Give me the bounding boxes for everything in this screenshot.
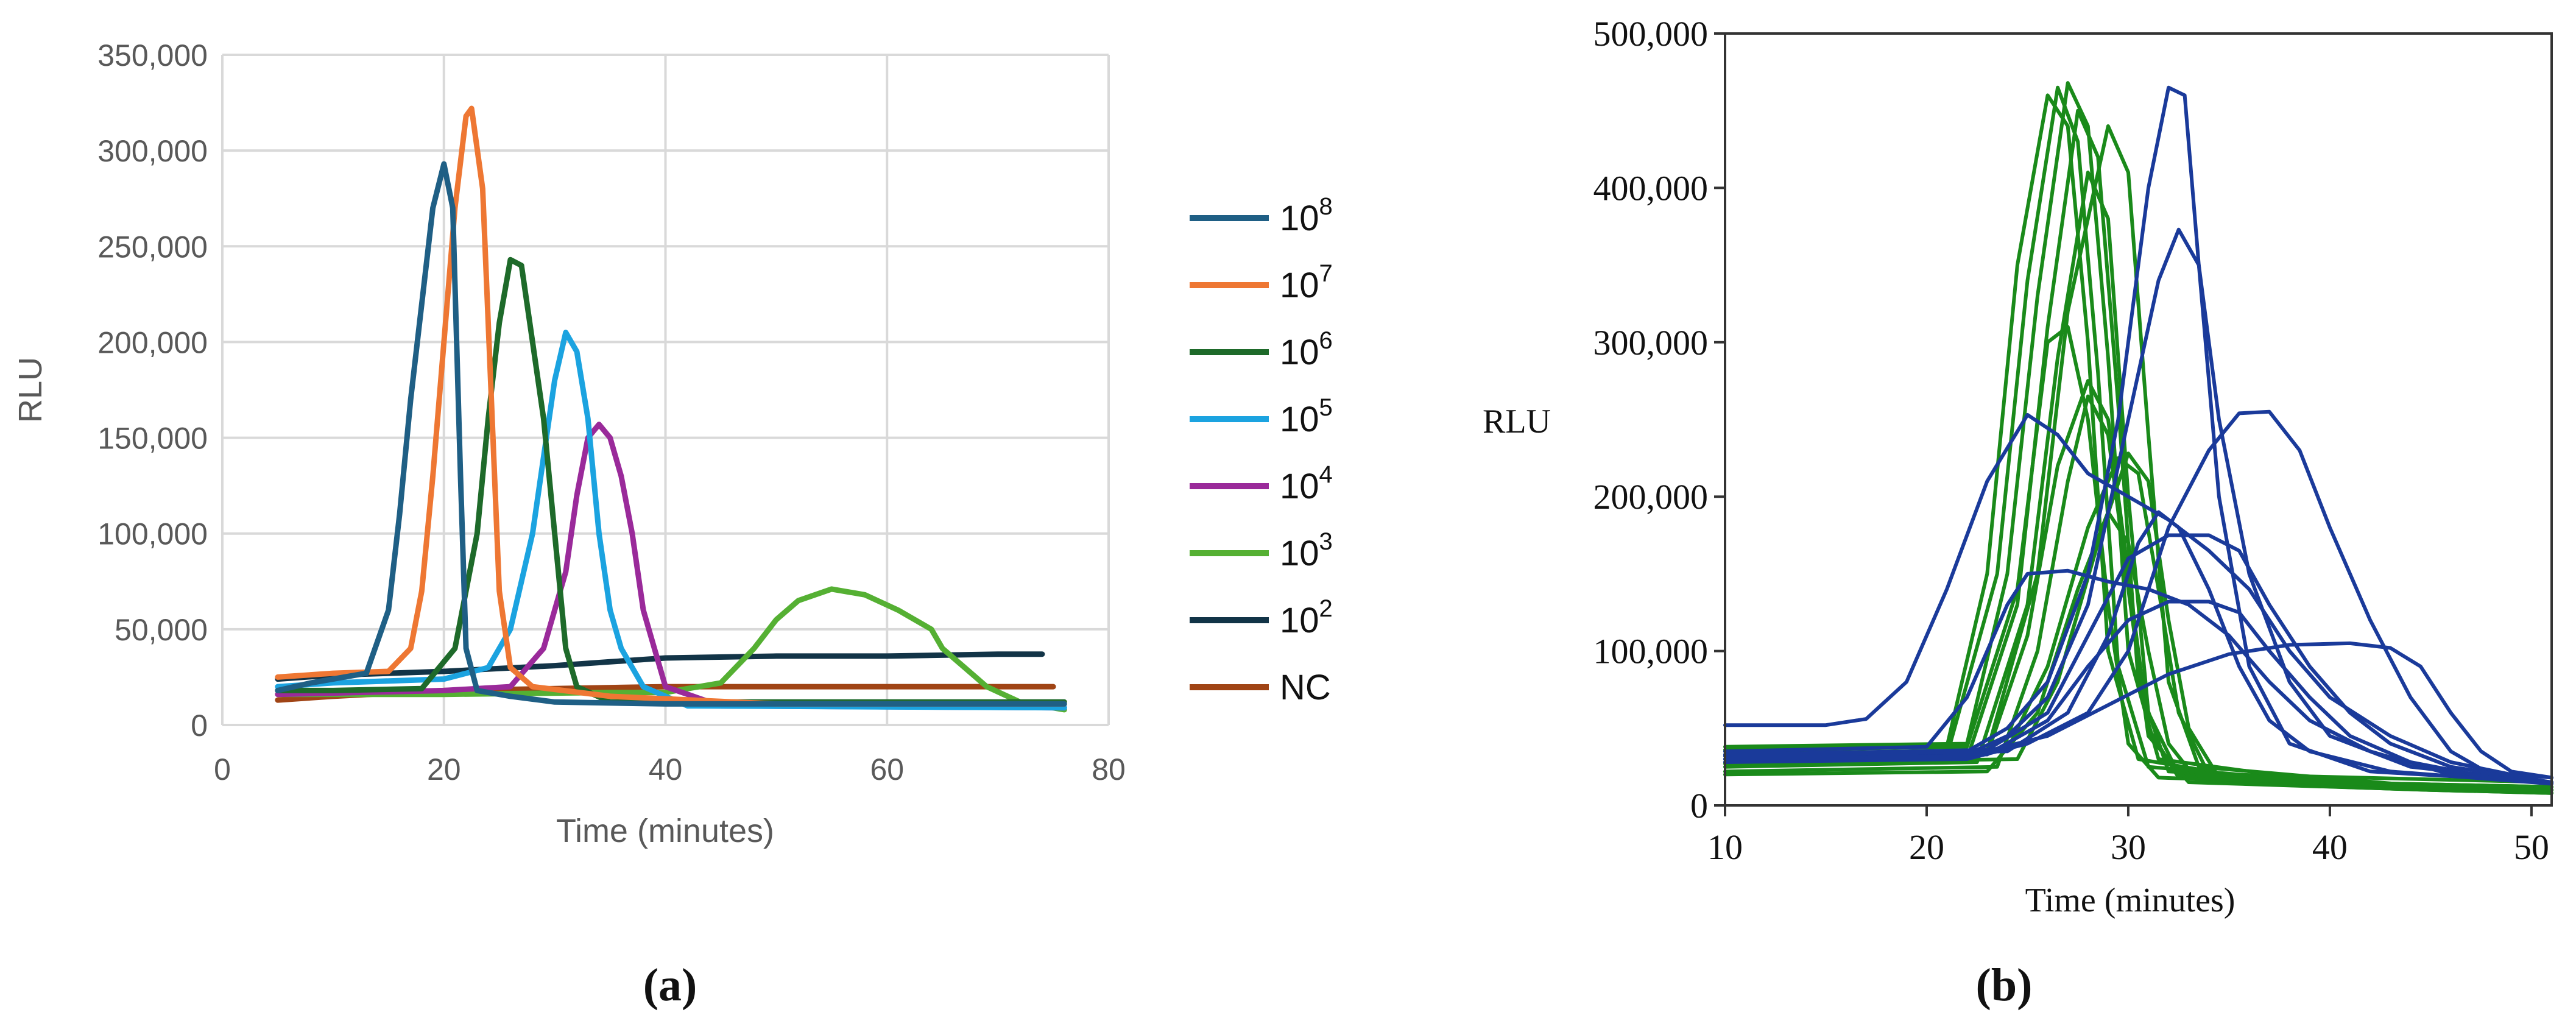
chart-panel-b: 0 100,000 200,000 300,000 400,000 500,000 10 2… bbox=[1483, 14, 2553, 919]
chart-a-y-tick-label: 100,000 bbox=[97, 517, 208, 551]
chart-b-axes bbox=[1714, 32, 2553, 816]
chart-b-series-line bbox=[1723, 510, 2553, 786]
panel-label-a: (a) bbox=[643, 960, 697, 1011]
chart-b-plot-frame bbox=[1724, 32, 2553, 807]
chart-a-legend-label: 105 bbox=[1280, 394, 1333, 439]
chart-a-grid bbox=[221, 54, 1110, 726]
chart-b-y-tick-label: 500,000 bbox=[1593, 14, 1709, 54]
chart-b-y-tick-label: 300,000 bbox=[1593, 323, 1709, 362]
chart-a-x-tick-label: 80 bbox=[1092, 752, 1126, 787]
chart-b-x-tick-label: 50 bbox=[2514, 827, 2549, 867]
chart-a-y-tick-label: 0 bbox=[191, 709, 208, 743]
chart-a-legend-label: NC bbox=[1280, 668, 1331, 707]
chart-a-legend-label: 106 bbox=[1280, 327, 1333, 372]
chart-b-x-tick-label: 30 bbox=[2111, 827, 2146, 867]
chart-a-legend-label: 107 bbox=[1280, 260, 1333, 305]
chart-b-x-tick-label: 10 bbox=[1707, 827, 1743, 867]
chart-b-series-line bbox=[1723, 641, 2553, 780]
chart-a-y-tick-label: 250,000 bbox=[97, 230, 208, 264]
chart-b-y-tick-label: 400,000 bbox=[1593, 168, 1709, 208]
chart-b-series-line bbox=[1723, 451, 2553, 792]
chart-b-series-line bbox=[1723, 412, 2553, 780]
chart-a-series-group bbox=[275, 105, 1067, 713]
chart-a-x-tick-label: 60 bbox=[870, 752, 904, 787]
chart-b-x-axis-label: Time (minutes) bbox=[2025, 882, 2235, 919]
chart-b-x-tick-label: 40 bbox=[2312, 827, 2348, 867]
chart-a-x-tick-labels: 0 20 40 60 80 bbox=[214, 752, 1126, 787]
chart-a-y-tick-label: 50,000 bbox=[115, 613, 208, 647]
chart-a-series-line bbox=[275, 586, 1067, 713]
chart-a-y-axis-label: RLU bbox=[12, 357, 49, 423]
chart-b-y-axis-label: RLU bbox=[1483, 403, 1551, 440]
chart-b-y-tick-label: 100,000 bbox=[1593, 632, 1709, 671]
chart-a-x-tick-label: 0 bbox=[214, 752, 231, 787]
chart-b-series-group bbox=[1723, 81, 2553, 795]
chart-a-x-tick-label: 40 bbox=[649, 752, 683, 787]
chart-b-y-tick-label: 200,000 bbox=[1593, 477, 1709, 517]
chart-b-series-line bbox=[1723, 227, 2553, 784]
chart-a-series-line bbox=[275, 161, 1067, 707]
chart-b-y-tick-label: 0 bbox=[1690, 786, 1708, 826]
chart-a-legend-label: 103 bbox=[1280, 528, 1333, 573]
chart-a-legend-label: 104 bbox=[1280, 461, 1333, 506]
chart-b-series-line bbox=[1723, 533, 2553, 784]
chart-a-y-tick-label: 300,000 bbox=[97, 134, 208, 168]
chart-b-series-line bbox=[1723, 409, 2553, 784]
chart-b-y-tick-labels: 0 100,000 200,000 300,000 400,000 500,000 bbox=[1593, 14, 1709, 826]
chart-a-y-tick-label: 150,000 bbox=[97, 422, 208, 456]
chart-a-x-tick-label: 20 bbox=[427, 752, 461, 787]
chart-a-legend: 108 107 106 105 104 103 102 NC bbox=[1190, 193, 1333, 707]
chart-a-y-tick-label: 350,000 bbox=[97, 38, 208, 72]
chart-b-x-tick-labels: 10 20 30 40 50 bbox=[1707, 827, 2549, 867]
chart-b-x-tick-label: 20 bbox=[1909, 827, 1944, 867]
chart-b-series-line bbox=[1723, 85, 2553, 784]
chart-a-series-line bbox=[275, 105, 1067, 707]
chart-a-y-tick-labels: 0 50,000 100,000 150,000 200,000 250,000 300,0… bbox=[97, 38, 208, 743]
chart-b-series-line bbox=[1723, 510, 2553, 795]
chart-panel-a: 0 50,000 100,000 150,000 200,000 250,000 300,0… bbox=[12, 38, 1333, 849]
chart-a-series-line bbox=[275, 422, 1067, 711]
chart-b-series-line bbox=[1723, 599, 2553, 784]
panel-label-b: (b) bbox=[1976, 960, 2033, 1011]
chart-a-y-tick-label: 200,000 bbox=[97, 325, 208, 359]
chart-a-legend-label: 102 bbox=[1280, 595, 1333, 640]
chart-b-series-line bbox=[1723, 124, 2553, 792]
chart-a-x-axis-label: Time (minutes) bbox=[556, 813, 774, 849]
chart-a-legend-label: 108 bbox=[1280, 193, 1333, 238]
